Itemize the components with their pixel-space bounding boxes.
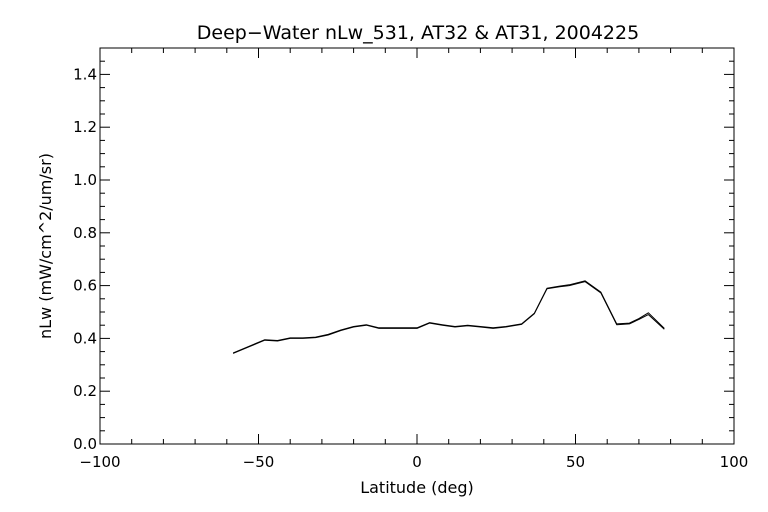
y-tick-label: 0.2 — [73, 382, 97, 400]
x-tick-label: 100 — [720, 453, 749, 471]
y-tick-label: 1.4 — [73, 65, 97, 83]
y-axis-tick-labels: 0.0 0.2 0.4 0.6 0.8 1.0 1.2 1.4 — [73, 65, 97, 453]
y-tick-label: 1.0 — [73, 171, 97, 189]
x-tick-label: −50 — [243, 453, 275, 471]
x-tick-label: 0 — [412, 453, 422, 471]
x-axis-tick-labels: −100 −50 0 50 100 — [79, 453, 748, 471]
x-tick-label: −100 — [79, 453, 120, 471]
series-line-2 — [232, 281, 665, 354]
series-group — [232, 280, 665, 354]
y-tick-label: 0.4 — [73, 329, 97, 347]
x-axis-ticks — [99, 48, 735, 444]
y-tick-label: 0.6 — [73, 277, 97, 295]
y-axis-label: nLw (mW/cm^2/um/sr) — [36, 153, 55, 339]
x-axis-label: Latitude (deg) — [360, 478, 474, 497]
y-axis-ticks — [100, 47, 734, 445]
y-tick-label: 0.8 — [73, 224, 97, 242]
plot-frame — [99, 47, 735, 445]
y-tick-label: 0.0 — [73, 435, 97, 453]
chart-title: Deep−Water nLw_531, AT32 & AT31, 2004225 — [197, 22, 639, 44]
x-tick-label: 50 — [566, 453, 585, 471]
y-tick-label: 1.2 — [73, 118, 97, 136]
